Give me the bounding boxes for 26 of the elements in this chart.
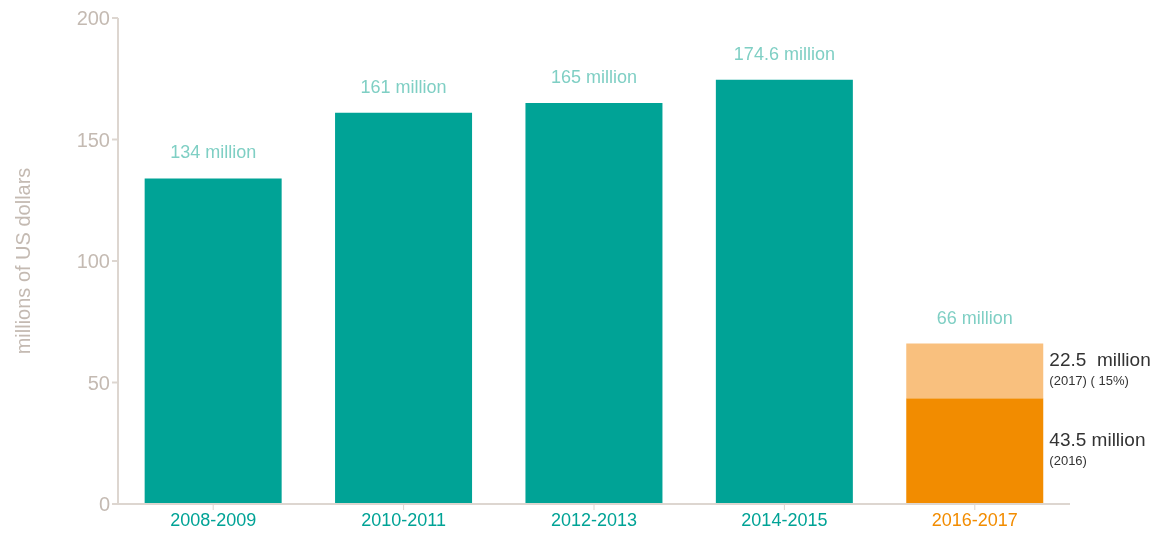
- bar: [144, 178, 282, 504]
- annotation: 22.5 million: [1049, 348, 1151, 371]
- x-tick-label: 2014-2015: [741, 510, 828, 530]
- bar: [906, 343, 1044, 399]
- annotation: 43.5 million: [1049, 429, 1146, 452]
- x-tick-label: 2010-2011: [361, 510, 446, 530]
- total-label: 66 million: [935, 307, 1014, 329]
- y-axis-title: millions of US dollars: [12, 167, 35, 355]
- total-label: 134 million: [169, 142, 258, 164]
- bar: [906, 398, 1044, 504]
- annotation: (2017) ( 15%): [1049, 372, 1129, 388]
- y-tick-label: 0: [98, 493, 110, 516]
- total-label: 161 million: [359, 76, 448, 98]
- x-tick-label: 2008-2009: [170, 510, 257, 530]
- total-label: 174.6 million: [732, 43, 836, 65]
- x-tick-label: 2016-2017: [931, 510, 1018, 530]
- y-tick-label: 200: [76, 7, 110, 30]
- bar: [335, 112, 473, 504]
- bar: [525, 103, 663, 504]
- x-tick-label: 2012-2013: [550, 510, 638, 530]
- total-label: 165 million: [549, 67, 638, 89]
- annotation: (2016): [1049, 453, 1087, 469]
- y-tick-label: 50: [87, 371, 110, 394]
- y-tick-label: 150: [76, 128, 110, 151]
- y-tick-label: 100: [76, 250, 110, 273]
- bar: [715, 79, 853, 504]
